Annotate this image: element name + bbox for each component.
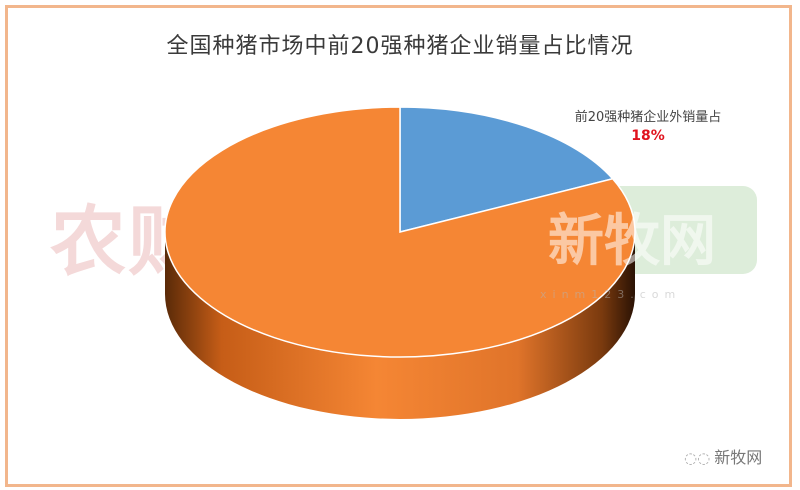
slice-label: 前20强种猪企业外销量占 [574,110,722,125]
slice-percent: 18% [631,128,665,144]
chart-title: 全国种猪市场中前20强种猪企业销量占比情况 [166,34,634,59]
pie-slice-0 [399,106,615,233]
footer-source: ◌◌ 新牧网 [684,444,762,468]
pie-slice-1 [164,106,636,358]
watermark-right: 新牧网 [548,209,716,274]
pie-side-wall [165,232,635,419]
chart-frame [5,5,792,487]
wechat-icon: ◌◌ [684,449,711,467]
footer-text: 新牧网 [714,448,763,467]
watermark-url: xinm123.com [540,288,682,301]
data-label-slice-0: 前20强种猪企业外销量占 18% [548,106,748,144]
